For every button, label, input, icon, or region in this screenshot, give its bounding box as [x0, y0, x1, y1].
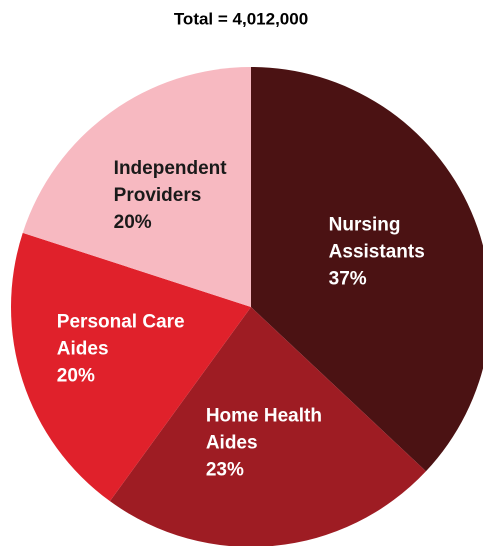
slice-label: Independent Providers 20%	[114, 158, 228, 233]
pie-slice	[22, 67, 252, 307]
value-label: 37%	[329, 269, 367, 290]
category-label: Nursing Assistants	[329, 215, 425, 263]
value-label: 23%	[206, 459, 244, 480]
chart-title: Total = 4,012,000	[174, 9, 308, 28]
value-label: 20%	[114, 212, 152, 233]
slice-label: Home Health Aides 23%	[206, 405, 322, 480]
slice-label: Personal Care Aides 20%	[57, 311, 185, 386]
slice-label: Nursing Assistants 37%	[329, 215, 425, 290]
pie-slice	[10, 232, 251, 502]
category-label: Independent Providers	[114, 158, 228, 206]
category-label: Personal Care Aides	[57, 311, 185, 359]
category-label: Home Health Aides	[206, 405, 322, 453]
value-label: 20%	[57, 365, 95, 386]
pie-slice	[251, 67, 483, 472]
pie-slice	[109, 307, 426, 546]
